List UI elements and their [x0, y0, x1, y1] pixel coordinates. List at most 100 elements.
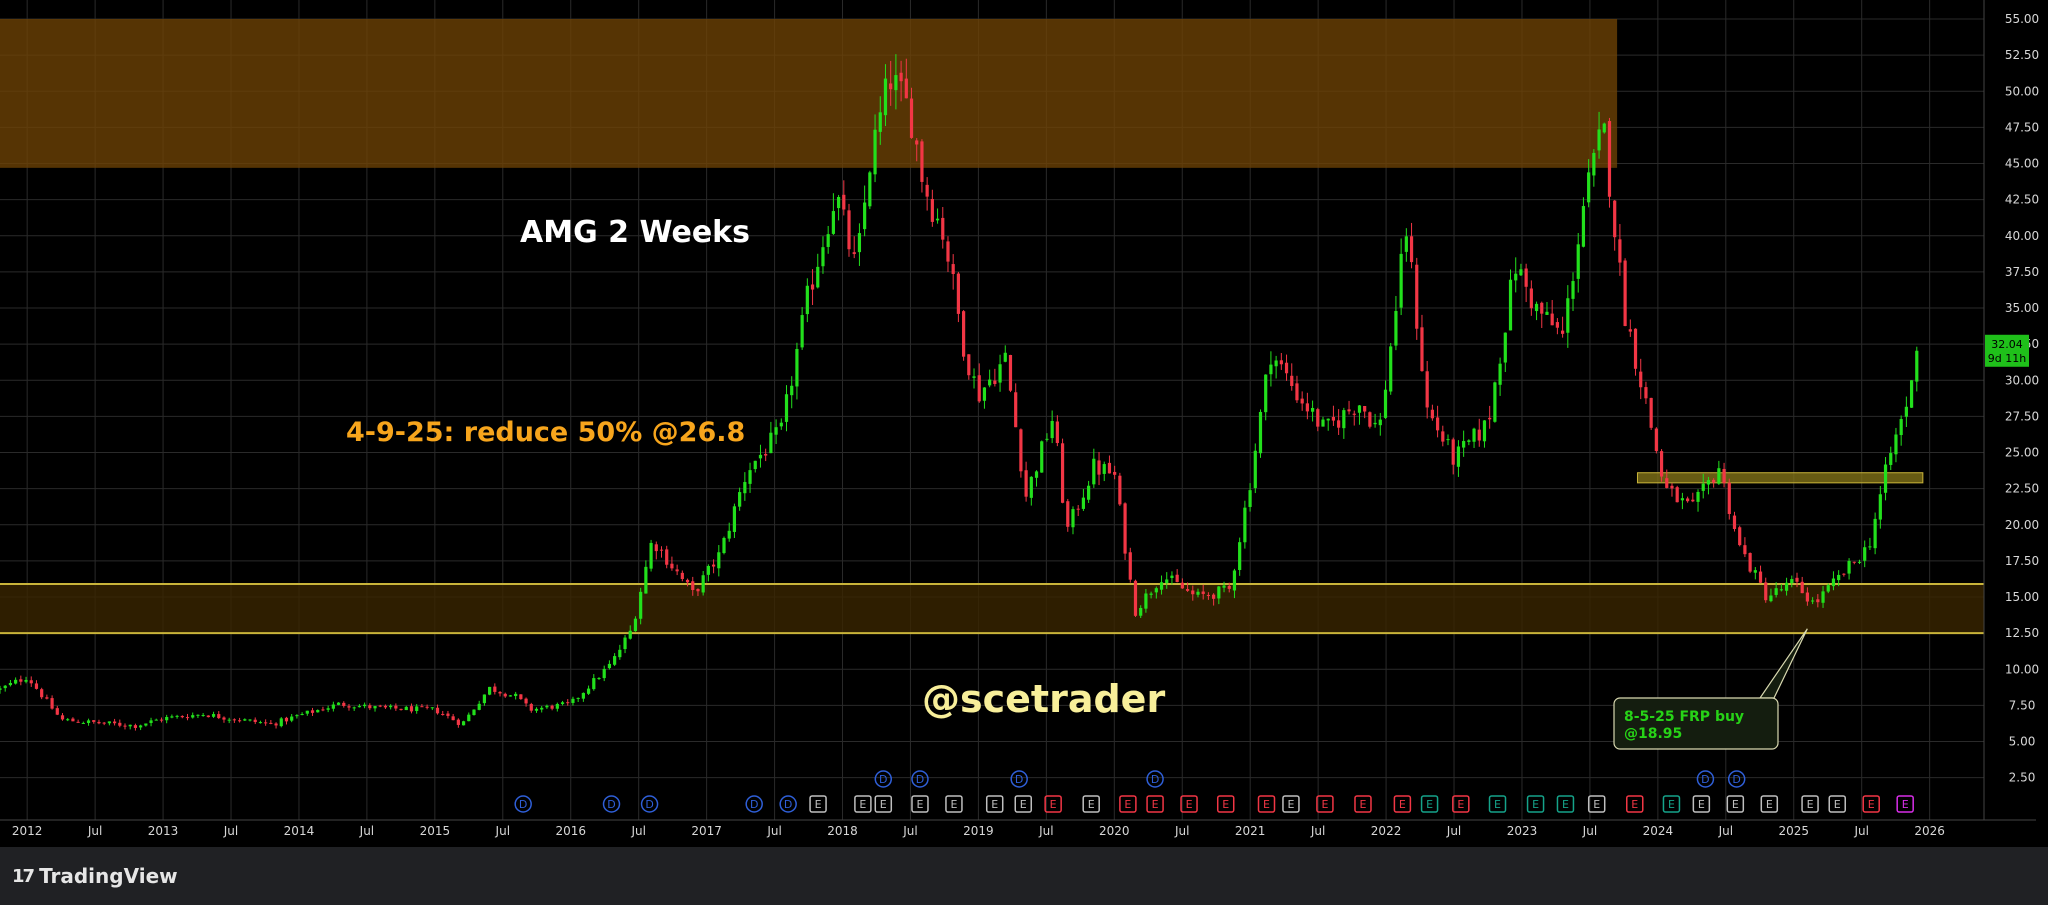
- earnings-badge[interactable]: [809, 795, 827, 813]
- earnings-badge[interactable]: [1119, 795, 1137, 813]
- dividend-badge[interactable]: [1010, 770, 1028, 788]
- time-tick-label: Jul: [1310, 824, 1325, 838]
- price-tick-label: 47.50: [2005, 120, 2039, 134]
- candle-up: [295, 715, 299, 717]
- dividend-badge[interactable]: [514, 795, 532, 813]
- candle-down: [284, 717, 289, 722]
- earnings-badge[interactable]: [1082, 795, 1100, 813]
- earnings-badge[interactable]: [1760, 795, 1779, 813]
- candle-down: [909, 98, 914, 138]
- dividend-badge[interactable]: [1696, 770, 1715, 788]
- candle-up: [1321, 419, 1325, 427]
- time-tick-label: 2016: [555, 824, 586, 838]
- badge-letter: D: [879, 773, 887, 786]
- earnings-badge[interactable]: [1692, 795, 1711, 813]
- candle-down: [1279, 360, 1283, 365]
- price-tick-label: 7.50: [2009, 698, 2036, 712]
- earnings-badge[interactable]: [1828, 795, 1846, 813]
- candle-up: [508, 695, 513, 697]
- candle-up: [774, 427, 778, 435]
- earnings-badge[interactable]: [1488, 795, 1507, 813]
- candle-down: [1055, 421, 1059, 444]
- earnings-badge[interactable]: [1587, 795, 1606, 813]
- candle-down: [1227, 585, 1231, 589]
- dividend-badge[interactable]: [745, 795, 763, 813]
- candle-up: [170, 716, 174, 718]
- price-tick-label: 15.00: [2005, 590, 2039, 604]
- earnings-badge[interactable]: [1662, 795, 1681, 813]
- earnings-badge[interactable]: [1257, 795, 1276, 813]
- earnings-badge[interactable]: [1420, 795, 1439, 813]
- earnings-badge[interactable]: [1146, 795, 1164, 813]
- zones: [0, 19, 1984, 635]
- earnings-badge[interactable]: [1556, 795, 1575, 813]
- dividend-badge[interactable]: [911, 770, 929, 788]
- dividend-badge[interactable]: [640, 795, 659, 813]
- badge-letter: E: [1868, 798, 1875, 811]
- earnings-badge[interactable]: [985, 795, 1004, 813]
- earnings-badge[interactable]: [1014, 795, 1033, 813]
- earnings-badge[interactable]: [1626, 795, 1644, 813]
- earnings-badge[interactable]: [1393, 795, 1412, 813]
- candle-up: [607, 663, 612, 669]
- earnings-badge[interactable]: [911, 795, 929, 813]
- earnings-badge[interactable]: [874, 795, 893, 813]
- badge-letter: D: [519, 798, 527, 811]
- candle-down: [852, 252, 856, 255]
- time-axis[interactable]: 2012 Jul 2013 Jul 2014 Jul 2015 Jul 2016 Jul 2017 J…: [12, 824, 1945, 838]
- candle-up: [972, 376, 976, 378]
- candle-down: [1613, 200, 1617, 238]
- candle-down: [659, 549, 664, 551]
- candle-up: [1503, 332, 1507, 363]
- earnings-badge[interactable]: [1354, 795, 1372, 813]
- candle-up: [14, 679, 18, 684]
- dividend-badge[interactable]: [1727, 770, 1746, 788]
- earnings-badge[interactable]: [1044, 795, 1062, 813]
- earnings-badge[interactable]: [945, 795, 963, 813]
- price-tick-label: 40.00: [2005, 229, 2039, 243]
- candle-down: [1420, 327, 1424, 372]
- candle-down: [50, 698, 54, 709]
- dividend-badge[interactable]: [602, 795, 621, 813]
- candle-up: [1253, 450, 1257, 489]
- tradingview-logo[interactable]: 17 TradingView: [12, 864, 178, 888]
- candle-down: [962, 311, 966, 357]
- earnings-badge[interactable]: [1316, 795, 1334, 813]
- candle-down: [1805, 592, 1810, 602]
- candle-up: [415, 706, 419, 711]
- earnings-badge[interactable]: [1862, 795, 1880, 813]
- dividend-badge[interactable]: [874, 770, 893, 788]
- earnings-badge[interactable]: [1180, 795, 1198, 813]
- earnings-badge[interactable]: [1526, 795, 1545, 813]
- price-axis[interactable]: 2.50 5.00 7.50 10.00 12.50 15.00 17.50 20.00 22.…: [2005, 12, 2039, 785]
- candle-down: [1727, 482, 1731, 514]
- price-chart[interactable]: D D D D D E E E E E E E E E E E E E E E E E E E E E E E E E E E E E E E E ED D…: [0, 0, 2048, 847]
- badge-letter: E: [1698, 798, 1705, 811]
- candle-down: [1284, 362, 1289, 374]
- candle-down: [1659, 451, 1664, 477]
- dividend-badge[interactable]: [1146, 770, 1164, 788]
- candle-down: [665, 549, 669, 565]
- candle-down: [1550, 313, 1554, 326]
- candle-up: [1149, 593, 1153, 595]
- earnings-badge[interactable]: [854, 795, 872, 813]
- candle-up: [1264, 374, 1268, 413]
- candle-down: [1435, 417, 1440, 431]
- candle-up: [1545, 311, 1549, 315]
- earnings-badge[interactable]: [1452, 795, 1470, 813]
- earnings-badge[interactable]: [1896, 795, 1914, 813]
- pivot-zone[interactable]: [1636, 472, 1924, 484]
- earnings-badge[interactable]: [1801, 795, 1819, 813]
- support-zone[interactable]: [0, 583, 1984, 634]
- candle-up: [597, 678, 601, 680]
- earnings-badge[interactable]: [1282, 795, 1300, 813]
- candle-down: [237, 720, 242, 722]
- badge-letter: E: [1902, 798, 1909, 811]
- time-tick-label: 2020: [1099, 824, 1130, 838]
- candle-up: [1071, 509, 1075, 528]
- dividend-badge[interactable]: [779, 795, 797, 813]
- resistance-zone[interactable]: [0, 19, 1618, 168]
- earnings-badge[interactable]: [1726, 795, 1745, 813]
- candle-up: [639, 591, 643, 619]
- earnings-badge[interactable]: [1216, 795, 1235, 813]
